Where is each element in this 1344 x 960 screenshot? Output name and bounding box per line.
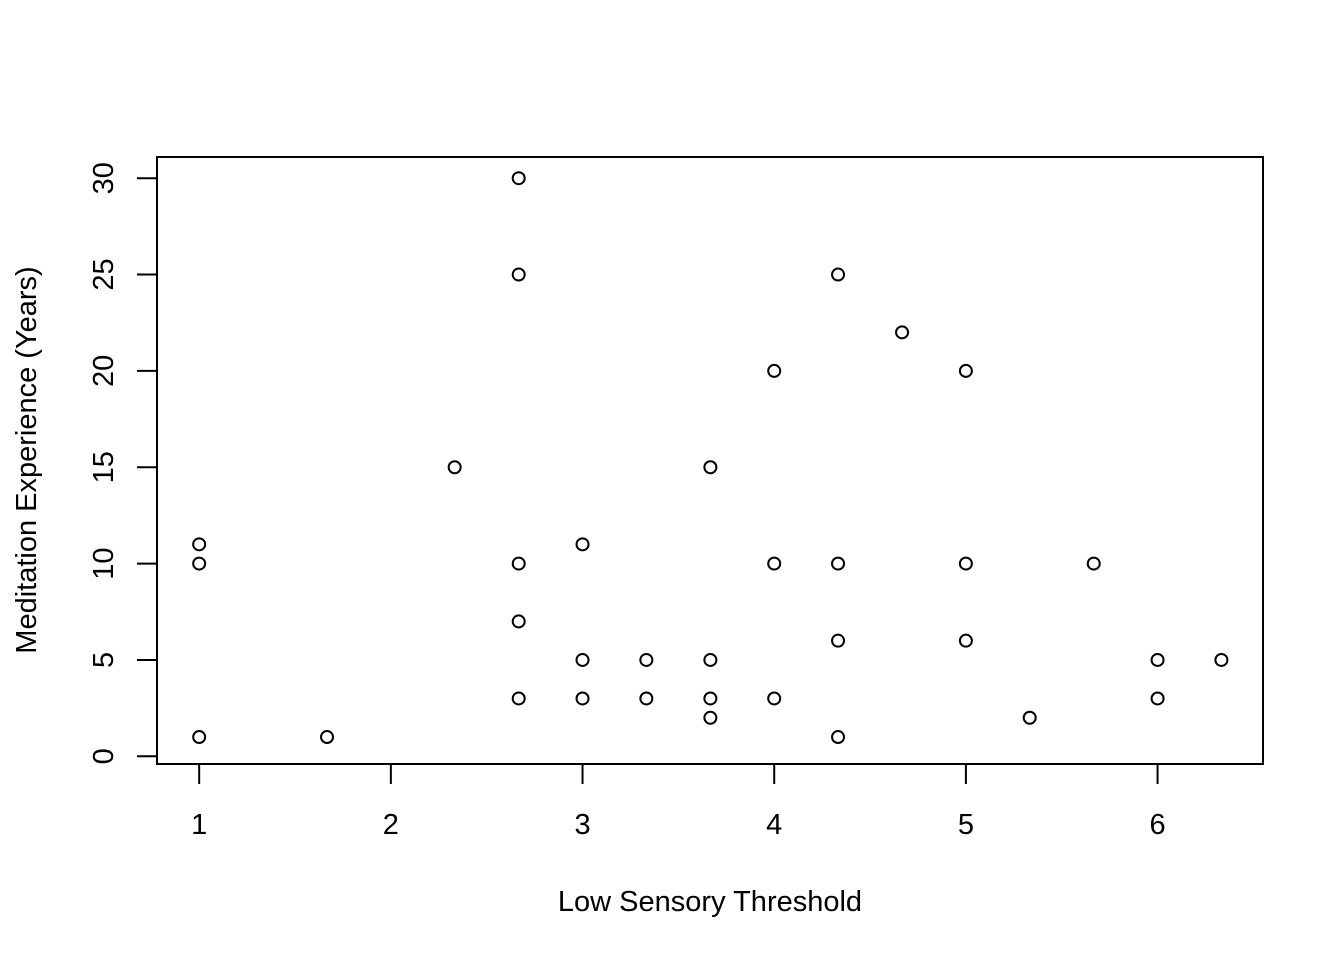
data-point [511, 614, 526, 629]
data-point [511, 171, 526, 186]
data-point [831, 267, 846, 282]
y-tick-label: 5 [88, 652, 120, 668]
data-point [511, 691, 526, 706]
data-point [767, 363, 782, 378]
data-point [703, 691, 718, 706]
data-point [639, 652, 654, 667]
y-tick-label: 15 [88, 451, 120, 483]
y-axis: 0 5 10 15 20 25 30 [88, 162, 158, 764]
x-tick-label: 5 [958, 809, 974, 841]
data-point [192, 537, 207, 552]
x-tick-label: 6 [1150, 809, 1166, 841]
data-point [958, 633, 973, 648]
data-points [192, 171, 1229, 745]
y-tick-label: 0 [88, 748, 120, 764]
data-point [831, 730, 846, 745]
data-point [1150, 691, 1165, 706]
data-point [447, 460, 462, 475]
y-axis-label: Meditation Experience (Years) [11, 266, 43, 653]
x-axis: 1 2 3 4 5 6 [191, 763, 1166, 841]
data-point [1022, 710, 1037, 725]
data-point [703, 710, 718, 725]
x-tick-label: 1 [191, 809, 207, 841]
data-point [767, 691, 782, 706]
y-tick-label: 30 [88, 162, 120, 194]
data-point [1150, 652, 1165, 667]
data-point [192, 556, 207, 571]
data-point [831, 633, 846, 648]
data-point [831, 556, 846, 571]
data-point [511, 267, 526, 282]
data-point [958, 363, 973, 378]
data-point [575, 537, 590, 552]
data-point [575, 652, 590, 667]
x-tick-label: 4 [766, 809, 782, 841]
data-point [703, 460, 718, 475]
x-tick-label: 2 [383, 809, 399, 841]
data-point [511, 556, 526, 571]
data-point [639, 691, 654, 706]
x-tick-label: 3 [574, 809, 590, 841]
data-point [895, 325, 910, 340]
y-tick-label: 10 [88, 547, 120, 579]
data-point [703, 652, 718, 667]
data-point [1214, 652, 1229, 667]
data-point [192, 730, 207, 745]
x-axis-label: Low Sensory Threshold [558, 886, 862, 918]
y-tick-label: 20 [88, 355, 120, 387]
data-point [1086, 556, 1101, 571]
data-point [767, 556, 782, 571]
y-tick-label: 25 [88, 258, 120, 290]
data-point [575, 691, 590, 706]
data-point [958, 556, 973, 571]
data-point [320, 730, 335, 745]
